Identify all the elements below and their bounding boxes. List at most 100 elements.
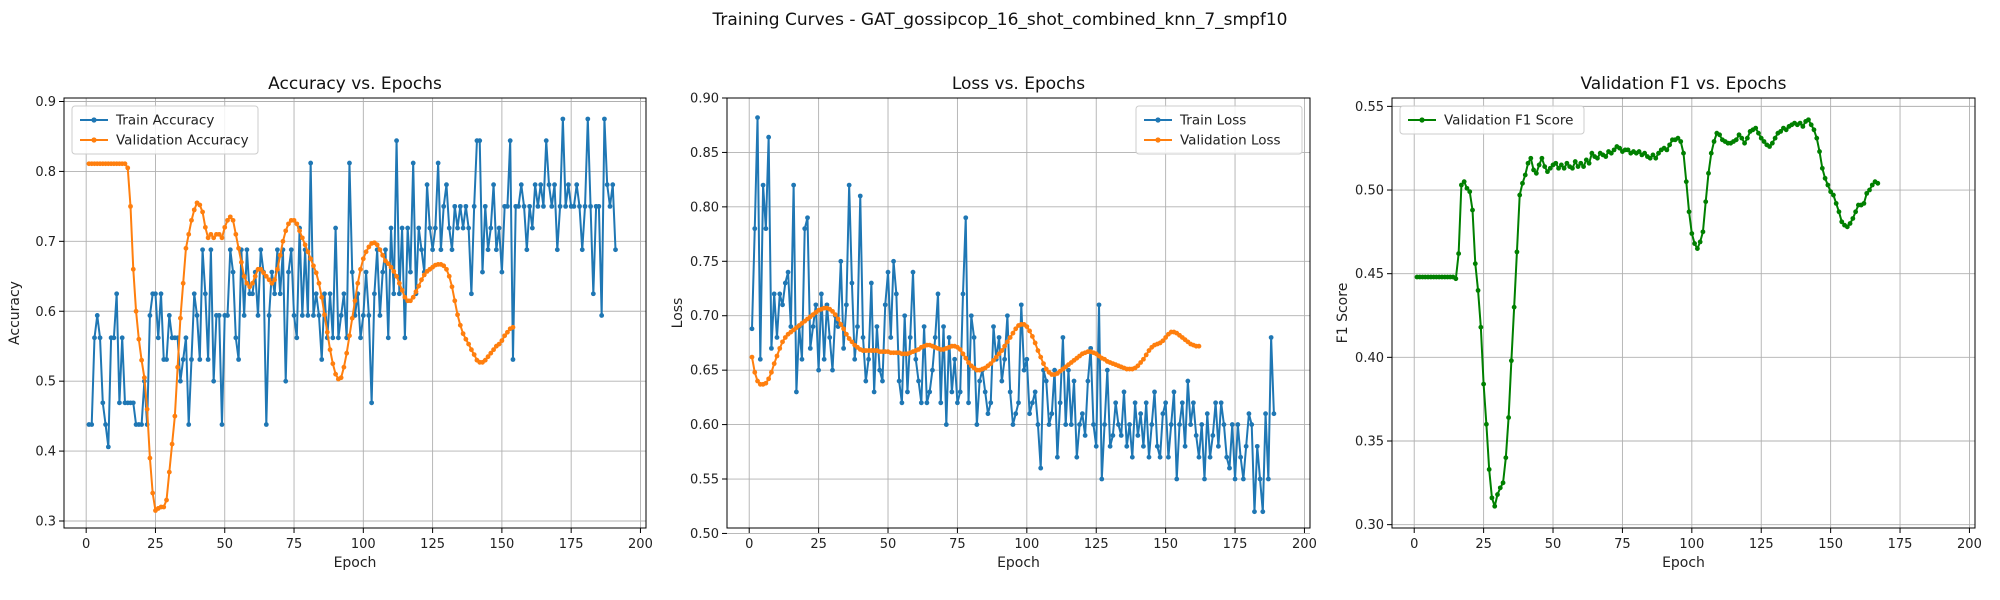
data-point — [863, 378, 869, 384]
data-point — [1046, 422, 1052, 427]
data-point — [194, 313, 200, 318]
data-point — [233, 231, 239, 237]
data-point — [1836, 209, 1842, 215]
data-point — [1689, 231, 1695, 236]
data-point — [505, 203, 510, 209]
data-point — [1118, 433, 1124, 438]
x-tick-label: 150 — [1153, 537, 1178, 552]
x-tick-label: 200 — [628, 537, 653, 552]
data-point — [1511, 304, 1517, 310]
data-point — [410, 294, 416, 300]
data-point — [988, 361, 994, 367]
data-point — [358, 335, 363, 341]
data-point — [211, 378, 217, 384]
data-point — [363, 269, 369, 275]
data-point — [1847, 221, 1853, 226]
data-point — [1238, 454, 1243, 460]
data-point — [255, 313, 261, 318]
x-tick-label: 125 — [1084, 537, 1109, 552]
data-point — [327, 347, 333, 353]
data-point — [1570, 165, 1575, 171]
x-tick-label: 125 — [1749, 537, 1774, 552]
data-point — [777, 291, 783, 297]
y-tick-label: 0.60 — [690, 418, 719, 433]
data-point — [158, 291, 164, 297]
data-point — [225, 217, 230, 223]
data-point — [1761, 139, 1767, 144]
data-point — [238, 259, 244, 265]
data-point — [1486, 467, 1492, 472]
y-tick-label: 0.6 — [35, 305, 56, 320]
data-point — [960, 351, 966, 357]
legend: Train Loss Validation Loss — [1135, 105, 1303, 155]
data-point — [230, 269, 236, 275]
data-point — [374, 242, 380, 248]
legend-marker — [1419, 117, 1425, 123]
data-point — [1163, 400, 1169, 406]
data-point — [585, 116, 591, 122]
data-point — [1825, 182, 1831, 188]
data-point — [1692, 241, 1697, 246]
data-point — [230, 217, 236, 223]
data-point — [952, 356, 958, 362]
x-axis-label: Epoch — [1662, 555, 1705, 571]
data-point — [463, 336, 469, 342]
data-point — [1174, 476, 1180, 482]
data-point — [905, 389, 910, 395]
data-point — [918, 400, 924, 406]
data-point — [225, 313, 230, 318]
data-point — [985, 411, 991, 417]
data-point — [363, 249, 369, 255]
data-point — [1556, 165, 1561, 171]
data-point — [882, 302, 888, 308]
data-point — [1182, 443, 1188, 449]
data-point — [991, 324, 996, 330]
data-point — [1481, 381, 1487, 387]
data-point — [832, 312, 838, 318]
data-point — [1013, 411, 1019, 417]
data-point — [607, 203, 613, 209]
data-point — [299, 313, 305, 318]
data-point — [1767, 144, 1772, 149]
data-point — [977, 378, 983, 384]
data-point — [380, 269, 386, 275]
data-point — [1232, 476, 1238, 482]
data-point — [338, 313, 344, 318]
data-point — [538, 182, 544, 188]
y-tick-label: 0.35 — [1355, 434, 1384, 449]
data-point — [1514, 249, 1520, 255]
data-point — [1204, 411, 1210, 417]
data-point — [932, 335, 938, 340]
data-point — [846, 182, 852, 188]
data-point — [480, 269, 485, 275]
data-point — [1819, 165, 1825, 171]
data-point — [1783, 127, 1789, 133]
data-point — [1853, 209, 1859, 215]
data-point — [871, 389, 877, 395]
data-point — [827, 335, 833, 340]
x-tick-label: 25 — [147, 537, 164, 552]
data-point — [999, 378, 1005, 384]
data-point — [763, 380, 769, 386]
x-tick-label: 0 — [745, 537, 753, 552]
data-point — [455, 225, 460, 231]
data-point — [777, 345, 783, 351]
data-point — [186, 422, 192, 427]
data-point — [313, 291, 319, 297]
data-point — [275, 266, 280, 272]
data-point — [749, 326, 755, 332]
data-point — [1603, 154, 1609, 159]
data-point — [208, 247, 214, 253]
data-point — [200, 209, 205, 215]
data-point — [308, 256, 314, 262]
data-point — [1010, 422, 1016, 427]
data-point — [441, 203, 447, 209]
data-point — [860, 335, 866, 340]
data-point — [1528, 155, 1534, 161]
data-point — [197, 357, 203, 362]
data-point — [180, 280, 186, 286]
data-point — [358, 266, 363, 272]
y-axis-label: Loss — [670, 298, 686, 329]
data-point — [1249, 422, 1255, 427]
data-point — [1157, 454, 1163, 460]
